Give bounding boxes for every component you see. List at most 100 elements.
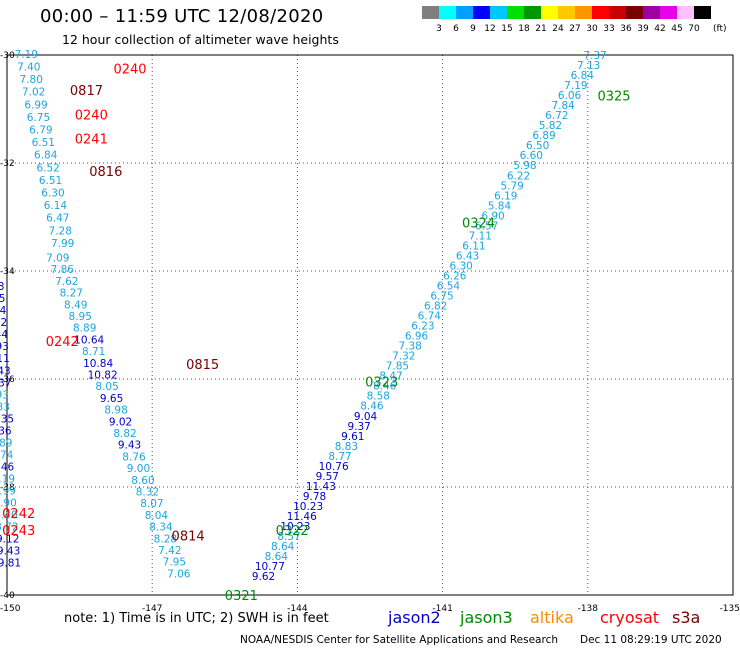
wave-height-value: 9.46	[0, 461, 15, 473]
wave-height-value: 7.06	[167, 568, 191, 580]
longitude-tick-label: -135	[720, 604, 740, 614]
wave-height-value: 9.43	[0, 546, 20, 558]
wave-height-value: 10.23	[293, 501, 323, 513]
wave-height-value: 6.51	[32, 137, 55, 149]
wave-height-value: 8.99	[0, 485, 16, 497]
wave-height-value: 8.72	[0, 522, 19, 534]
wave-height-value: 6.23	[411, 321, 434, 333]
wave-height-value: 10.84	[83, 358, 113, 370]
wave-height-value: 8.60	[131, 475, 154, 487]
wave-height-value: 10.76	[319, 461, 349, 473]
colorbar-swatch	[439, 6, 456, 19]
wave-height-value: 8.64	[271, 541, 295, 553]
wave-height-value: 8.46	[360, 401, 384, 413]
wave-height-value: 6.51	[39, 175, 62, 187]
colorbar-tick-label: 36	[620, 24, 632, 34]
map-frame	[6, 54, 734, 596]
wave-height-value: 7.09	[46, 253, 69, 265]
wave-height-value: 10.64	[74, 334, 104, 346]
wave-height-value: 8.58	[367, 391, 390, 403]
wave-height-value: 6.54	[437, 280, 461, 292]
wave-height-value: 8.89	[73, 323, 96, 335]
pass-label: 0240	[75, 108, 108, 123]
latitude-tick-label: -30	[0, 51, 15, 61]
wave-height-value: 6.99	[24, 99, 47, 111]
wave-height-value: 5.98	[513, 160, 536, 172]
wave-height-value: 9.36	[0, 425, 12, 437]
colorbar-swatch	[422, 6, 439, 19]
latitude-tick-label: -32	[0, 159, 15, 169]
pass-label: 0814	[172, 530, 205, 545]
wave-height-value: 7.62	[55, 276, 78, 288]
wave-height-value: 6.96	[405, 331, 429, 343]
wave-height-value: 8.28	[154, 533, 177, 545]
wave-height-value: 9.78	[303, 491, 326, 503]
latitude-tick-label: -34	[0, 267, 15, 277]
latitude-tick-label: -38	[0, 483, 15, 493]
wave-height-value: 6.82	[424, 301, 447, 313]
wave-height-value: 5.84	[488, 200, 512, 212]
wave-height-value: 10.82	[0, 317, 7, 329]
wave-height-value: 10.37	[0, 377, 11, 389]
colorbar-tick-label: 15	[501, 24, 512, 34]
pass-label: 0323	[365, 376, 398, 391]
colorbar-swatch	[660, 6, 677, 19]
wave-height-value: 6.89	[532, 130, 555, 142]
wave-height-value: 9.65	[100, 393, 123, 405]
wave-height-value: 6.22	[507, 170, 530, 182]
latitude-tick-label: -36	[0, 375, 15, 385]
colorbar-tick-label: 24	[552, 24, 564, 34]
wave-height-value: 11.44	[0, 329, 8, 341]
wave-height-value: 8.32	[136, 487, 159, 499]
longitude-tick-label: -150	[0, 604, 21, 614]
wave-height-value: 6.06	[558, 90, 582, 102]
wave-height-value: 8.76	[122, 451, 146, 463]
pass-label: 0321	[225, 589, 258, 604]
wave-height-value: 10.82	[88, 370, 118, 382]
wave-height-value: 8.95	[69, 311, 92, 323]
pass-label: 0815	[186, 358, 219, 373]
wave-height-value: 8.19	[0, 473, 15, 485]
wave-height-value: 6.19	[494, 190, 517, 202]
colorbar-swatch	[541, 6, 558, 19]
wave-height-value: 6.43	[456, 250, 479, 262]
wave-height-value: 9.81	[0, 558, 21, 570]
wave-height-value: 8.82	[113, 428, 136, 440]
wave-height-value: 9.12	[0, 534, 19, 546]
wave-height-value: 6.60	[520, 150, 543, 162]
wave-height-value: 9.57	[316, 471, 339, 483]
colorbar-tick-label: 27	[569, 24, 580, 34]
colorbar-swatch	[490, 6, 507, 19]
legend-jason2: jason2	[388, 608, 441, 627]
wave-height-value: 8.64	[265, 551, 289, 563]
wave-height-value: 8.71	[82, 346, 105, 358]
colorbar-tick-label: 6	[453, 24, 459, 34]
wave-height-value: 8.40	[0, 510, 18, 522]
colorbar-tick-label: 21	[535, 24, 546, 34]
latitude-tick-label: -40	[0, 591, 15, 601]
wave-height-value: 6.75	[430, 291, 453, 303]
wave-height-value: 8.77	[328, 451, 351, 463]
wave-height-value: 7.02	[22, 87, 45, 99]
colorbar-swatch	[609, 6, 626, 19]
wave-height-value: 8.89	[0, 437, 12, 449]
wave-height-value: 7.99	[51, 238, 74, 250]
wave-height-value: 7.95	[163, 557, 186, 569]
pass-label: 0242	[2, 507, 35, 522]
wave-height-value: 7.13	[577, 60, 600, 72]
wave-height-value: 8.74	[0, 449, 14, 461]
wave-height-value: 5.82	[539, 120, 562, 132]
colorbar-tick-label: 45	[671, 24, 682, 34]
longitude-tick-label: -141	[432, 604, 452, 614]
wave-height-value: 6.84	[34, 150, 58, 162]
wave-height-value: 6.84	[571, 70, 595, 82]
wave-height-value: 10.23	[280, 521, 310, 533]
pass-label: 0241	[75, 133, 108, 148]
wave-height-value: 10.93	[0, 341, 9, 353]
footnote: note: 1) Time is in UTC; 2) SWH is in fe…	[64, 611, 329, 626]
wave-height-value: 6.14	[44, 200, 68, 212]
colorbar-swatch	[456, 6, 473, 19]
wave-height-value: 8.46	[373, 381, 397, 393]
wave-height-value: 6.11	[462, 240, 485, 252]
wave-height-value: 5.79	[500, 180, 523, 192]
